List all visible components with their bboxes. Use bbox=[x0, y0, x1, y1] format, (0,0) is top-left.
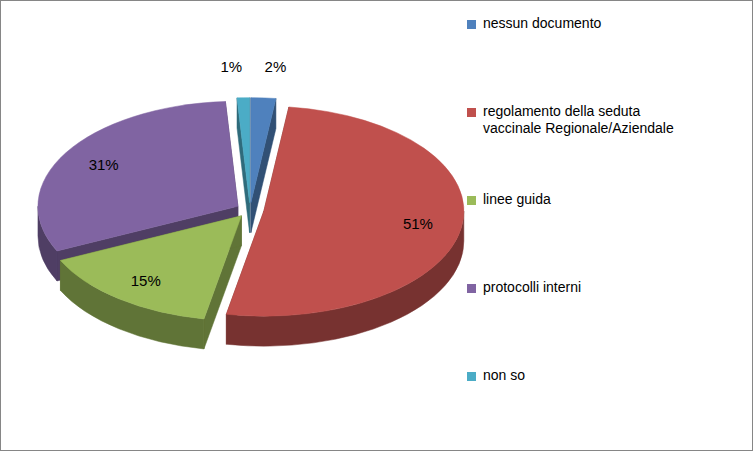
data-label: 1% bbox=[220, 58, 242, 75]
legend-swatch bbox=[467, 372, 476, 381]
slice-radial-wall bbox=[237, 98, 250, 233]
legend-label: linee guida bbox=[483, 191, 688, 208]
data-label: 51% bbox=[403, 215, 433, 232]
data-label: 31% bbox=[89, 156, 119, 173]
legend-swatch bbox=[467, 20, 476, 29]
legend-swatch bbox=[467, 108, 476, 117]
legend-swatch bbox=[467, 284, 476, 293]
slice bbox=[226, 107, 464, 316]
legend-label: protocolli interni bbox=[483, 279, 688, 296]
legend-label: regolamento della seduta vaccinale Regio… bbox=[483, 103, 688, 137]
chart-wrap: 2% 51% 15% 31% 1% nessun documento regolamento… bbox=[0, 0, 753, 451]
chart-border bbox=[1, 1, 753, 451]
legend-label: nessun documento bbox=[483, 15, 688, 32]
legend-swatch bbox=[467, 196, 476, 205]
data-labels: 2% 51% 15% 31% 1% bbox=[89, 58, 433, 289]
slice bbox=[237, 98, 250, 203]
slice bbox=[38, 101, 238, 251]
data-label: 15% bbox=[131, 272, 161, 289]
chart-svg: 2% 51% 15% 31% 1% bbox=[0, 0, 753, 451]
data-label: 2% bbox=[265, 58, 287, 75]
legend-label: non so bbox=[483, 367, 688, 384]
pie-walls bbox=[38, 98, 464, 349]
pie-tops bbox=[38, 98, 464, 319]
